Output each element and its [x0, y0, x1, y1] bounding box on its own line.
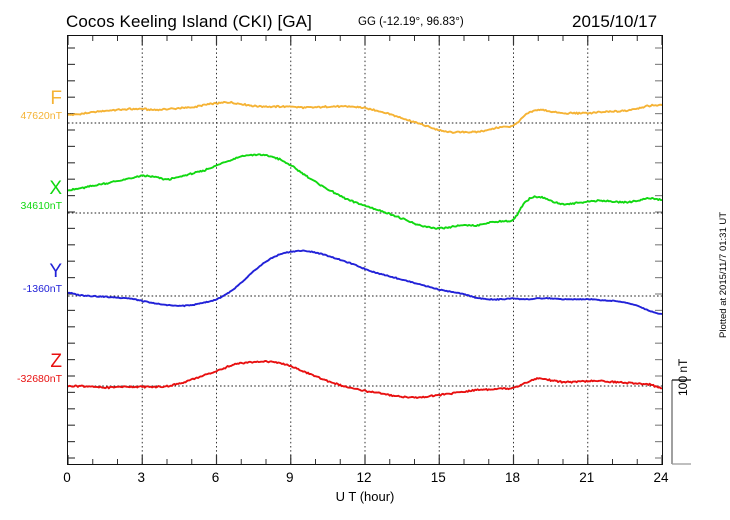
trace-X [68, 153, 662, 230]
trace-Y [68, 249, 662, 315]
x-tick-label-21: 21 [579, 470, 595, 485]
x-tick-label-9: 9 [285, 470, 294, 485]
component-label-X: X 34610nT [0, 179, 62, 212]
x-tick-label-6: 6 [211, 470, 220, 485]
page-title: Cocos Keeling Island (CKI) [GA] [66, 12, 312, 31]
x-tick-label-12: 12 [356, 470, 372, 485]
trace-Z [68, 359, 662, 399]
trace-F [68, 100, 662, 134]
component-label-Z: Z -32680nT [0, 352, 62, 385]
scale-bar-label: 100 nT [676, 358, 690, 396]
component-letter-Y: Y [49, 261, 62, 282]
magnetogram-plot-area [67, 35, 663, 465]
scale-bar-100nT [671, 379, 691, 465]
component-baseline-value-F: 47620nT [20, 110, 62, 122]
component-label-F: F 47620nT [0, 89, 62, 122]
observation-date: 2015/10/17 [572, 12, 658, 31]
component-label-Y: Y -1360nT [0, 262, 62, 295]
x-tick-label-24: 24 [653, 470, 669, 485]
component-baseline-value-Y: -1360nT [22, 283, 62, 295]
plotted-at-timestamp: Plotted at 2015/11/7 01:31 UT [718, 211, 729, 338]
component-letter-F: F [50, 88, 62, 109]
x-tick-label-15: 15 [430, 470, 446, 485]
component-letter-Z: Z [50, 351, 62, 372]
x-tick-label-0: 0 [63, 470, 71, 485]
magnetogram-svg [68, 36, 662, 464]
geographic-coordinates: GG (-12.19°, 96.83°) [358, 16, 464, 28]
component-baseline-value-X: 34610nT [20, 200, 62, 212]
x-tick-label-3: 3 [137, 470, 145, 485]
x-axis-title: U T (hour) [335, 489, 395, 504]
component-letter-X: X [49, 178, 62, 199]
component-baseline-value-Z: -32680nT [17, 373, 62, 385]
x-tick-label-18: 18 [504, 470, 521, 485]
